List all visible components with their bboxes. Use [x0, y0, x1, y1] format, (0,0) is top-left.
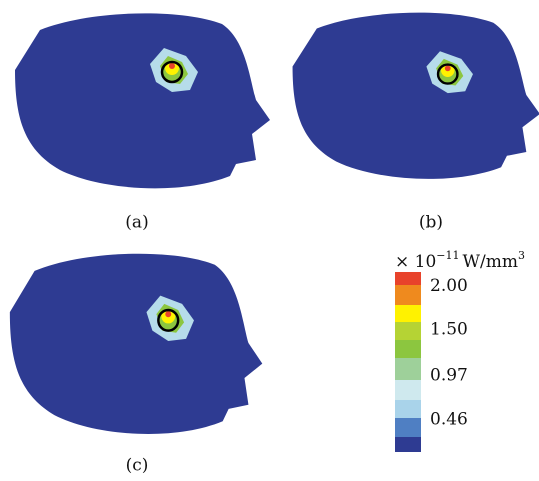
unit-prefix: × 10 [395, 252, 436, 272]
colorbar-tick-label: 0.97 [430, 365, 468, 385]
head-c [10, 254, 262, 434]
panel-label: (a) [125, 213, 148, 233]
panel-label: (b) [419, 213, 443, 233]
colorbar-tick-label: 1.50 [430, 319, 468, 339]
colorbar-tick-label: 0.46 [430, 409, 468, 429]
head-a [15, 13, 270, 188]
unit-exponent: −11 [436, 249, 459, 262]
head-b [293, 13, 539, 179]
unit: W/mm [463, 252, 518, 272]
unit-exponent: 3 [518, 249, 525, 262]
colorbar-tick-label: 2.00 [430, 276, 468, 296]
colorbar [395, 272, 421, 452]
panel-label: (c) [126, 456, 149, 476]
figure: (a) (b) (c) × 10−11 W/mm3 2.00 1.50 0.97 0.4… [0, 0, 539, 481]
colorbar-unit: × 10−11 W/mm3 [395, 249, 525, 272]
